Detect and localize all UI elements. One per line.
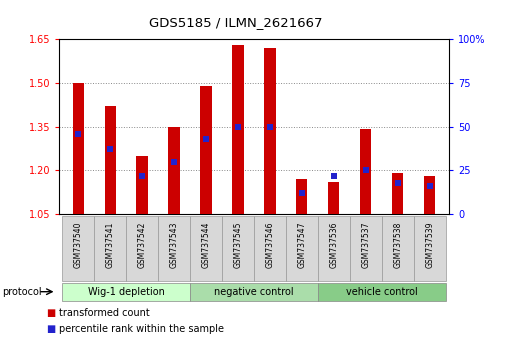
Text: GSM737541: GSM737541 xyxy=(106,221,114,268)
Bar xyxy=(392,173,403,214)
Bar xyxy=(62,283,190,301)
Point xyxy=(234,124,242,129)
Text: GSM737537: GSM737537 xyxy=(361,221,370,268)
Text: GSM737546: GSM737546 xyxy=(265,221,274,268)
Text: GSM737544: GSM737544 xyxy=(202,221,210,268)
Bar xyxy=(286,216,318,281)
Text: ■: ■ xyxy=(46,324,55,334)
Bar xyxy=(424,176,436,214)
Text: negative control: negative control xyxy=(214,287,294,297)
Text: transformed count: transformed count xyxy=(59,308,150,318)
Bar xyxy=(136,156,148,214)
Bar xyxy=(158,216,190,281)
Bar xyxy=(190,216,222,281)
Bar xyxy=(232,45,244,214)
Text: GSM737540: GSM737540 xyxy=(74,221,83,268)
Point xyxy=(202,136,210,142)
Bar xyxy=(328,182,340,214)
Text: vehicle control: vehicle control xyxy=(346,287,418,297)
Text: ■: ■ xyxy=(46,308,55,318)
Point xyxy=(330,173,338,178)
Bar xyxy=(360,130,371,214)
Bar xyxy=(297,179,307,214)
Bar xyxy=(201,86,211,214)
Bar xyxy=(62,216,94,281)
Bar xyxy=(126,216,158,281)
Bar xyxy=(413,216,446,281)
Point xyxy=(106,147,114,152)
Bar xyxy=(190,283,318,301)
Point xyxy=(170,159,178,165)
Point xyxy=(74,131,82,136)
Point xyxy=(138,173,146,178)
Bar xyxy=(382,216,413,281)
Text: GSM737543: GSM737543 xyxy=(169,221,179,268)
Text: protocol: protocol xyxy=(3,287,42,297)
Bar xyxy=(222,216,254,281)
Text: GSM737545: GSM737545 xyxy=(233,221,243,268)
Bar xyxy=(168,126,180,214)
Text: GSM737538: GSM737538 xyxy=(393,221,402,268)
Bar xyxy=(94,216,126,281)
Text: percentile rank within the sample: percentile rank within the sample xyxy=(59,324,224,334)
Point xyxy=(362,167,370,173)
Bar xyxy=(72,83,84,214)
Text: GSM737542: GSM737542 xyxy=(137,221,147,268)
Point xyxy=(393,180,402,185)
Bar xyxy=(318,283,446,301)
Point xyxy=(266,124,274,129)
Text: GDS5185 / ILMN_2621667: GDS5185 / ILMN_2621667 xyxy=(149,16,323,29)
Text: Wig-1 depletion: Wig-1 depletion xyxy=(88,287,165,297)
Text: GSM737536: GSM737536 xyxy=(329,221,339,268)
Text: GSM737547: GSM737547 xyxy=(298,221,306,268)
Bar xyxy=(350,216,382,281)
Point xyxy=(298,190,306,196)
Bar xyxy=(105,106,116,214)
Text: GSM737539: GSM737539 xyxy=(425,221,434,268)
Point xyxy=(426,183,434,189)
Bar xyxy=(318,216,350,281)
Bar xyxy=(254,216,286,281)
Bar xyxy=(264,48,275,214)
